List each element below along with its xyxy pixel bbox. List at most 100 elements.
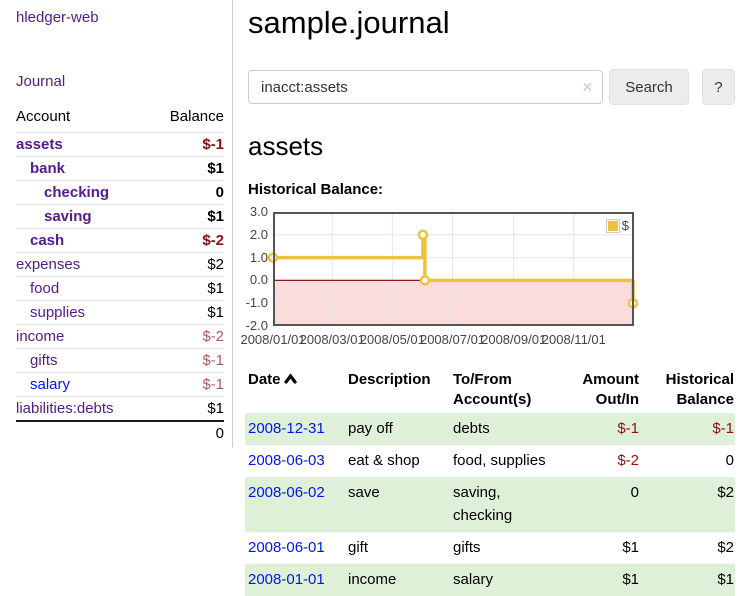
- search-input[interactable]: [248, 70, 604, 104]
- column-header-description[interactable]: Description: [348, 371, 431, 388]
- tofrom-header-line2: Account(s): [453, 391, 532, 408]
- account-name-cell: checking: [16, 180, 150, 205]
- transaction-accounts: debts: [453, 420, 490, 437]
- amount-header-line1: Amount: [582, 371, 639, 388]
- transaction-balance: $2: [717, 484, 734, 501]
- app-brand-link[interactable]: hledger-web: [16, 9, 99, 26]
- account-name-cell: supplies: [16, 300, 150, 325]
- help-button[interactable]: ?: [701, 69, 735, 105]
- account-balance: $-1: [149, 132, 224, 157]
- y-axis-tick-label: 3.0: [249, 204, 268, 219]
- transaction-description: eat & shop: [348, 452, 420, 469]
- account-row: bank $1: [16, 156, 224, 181]
- x-axis-tick-label: 2008/07/01: [419, 332, 486, 347]
- balance-header-line2: Balance: [676, 391, 734, 408]
- transaction-row: 2008-06-02 save saving, checking 0 $2: [245, 477, 735, 532]
- search-box: ✕: [248, 70, 604, 104]
- sidebar-item-journal[interactable]: Journal: [16, 73, 66, 90]
- transaction-accounts: saving, checking: [453, 484, 513, 524]
- transaction-date-link[interactable]: 2008-06-02: [248, 484, 325, 501]
- account-row: saving $1: [16, 204, 224, 229]
- account-name-cell: bank: [16, 156, 150, 181]
- transaction-description: income: [348, 571, 397, 588]
- transaction-date-cell: 2008-12-31: [245, 413, 345, 445]
- search-bar: ✕ Search ?: [248, 69, 735, 105]
- sidebar-account-link[interactable]: salary: [30, 376, 71, 393]
- account-name-cell: gifts: [16, 348, 150, 373]
- transaction-date-link[interactable]: 2008-12-31: [248, 420, 325, 437]
- sidebar-account-link[interactable]: expenses: [16, 256, 81, 273]
- accounts-table-header: Account Balance: [16, 106, 224, 133]
- accounts-total-value: 0: [149, 420, 224, 446]
- sidebar-account-link[interactable]: income: [16, 328, 65, 345]
- chart-plot-area: $: [267, 212, 639, 326]
- transaction-date-link[interactable]: 2008-01-01: [248, 571, 325, 588]
- sidebar-account-link[interactable]: supplies: [30, 304, 86, 321]
- transaction-amount: $-1: [617, 420, 639, 437]
- account-balance: $-1: [149, 348, 224, 373]
- accounts-header-balance: Balance: [169, 108, 224, 125]
- account-name-cell: income: [16, 324, 150, 349]
- account-name-cell: liabilities:debts: [16, 396, 150, 421]
- transactions-table: Date Description To/From Account(s) Amou…: [245, 368, 735, 596]
- account-row: liabilities:debts $1: [16, 396, 224, 421]
- transaction-date-cell: 2008-01-01: [245, 564, 345, 596]
- transaction-balance: $-1: [712, 420, 734, 437]
- account-name-cell: assets: [16, 132, 150, 157]
- account-name-cell: food: [16, 276, 150, 301]
- account-row: supplies $1: [16, 300, 224, 325]
- sidebar-account-link[interactable]: checking: [44, 184, 110, 201]
- account-row: gifts $-1: [16, 348, 224, 373]
- account-row: income $-2: [16, 324, 224, 349]
- sidebar-account-link[interactable]: food: [30, 280, 60, 297]
- transaction-amount: $-2: [617, 452, 639, 469]
- accounts-total-row: 0: [16, 420, 224, 446]
- account-name-cell: cash: [16, 228, 150, 253]
- x-axis-tick-label: 2008/03/01: [299, 332, 365, 347]
- transaction-row: 2008-06-01 gift gifts $1 $2: [245, 532, 735, 564]
- chart-legend: $: [604, 217, 630, 234]
- transaction-balance: 0: [725, 452, 734, 469]
- account-balance: $1: [149, 156, 224, 181]
- account-row: checking 0: [16, 180, 224, 205]
- balance-chart: $ 3.0 2.0 1.0 0.0 -1.0 -2.0 2008/01/01 2008/03/…: [240, 204, 735, 352]
- page-title: sample.journal: [248, 5, 450, 40]
- sidebar-account-link[interactable]: liabilities:debts: [16, 400, 114, 417]
- x-axis-tick-label: 2008/09/01: [481, 332, 547, 347]
- sidebar-account-link[interactable]: saving: [44, 208, 92, 225]
- sidebar-account-link[interactable]: cash: [30, 232, 65, 249]
- y-axis-tick-label: 0.0: [249, 272, 268, 288]
- clear-search-icon[interactable]: ✕: [581, 79, 594, 95]
- column-header-balance[interactable]: Historical Balance: [640, 368, 735, 413]
- sidebar-account-link[interactable]: bank: [30, 160, 66, 177]
- column-header-amount[interactable]: Amount Out/In: [555, 368, 640, 413]
- y-axis-tick-label: -1.0: [245, 295, 268, 311]
- account-row: salary $-1: [16, 372, 224, 397]
- transaction-balance: $2: [717, 539, 734, 556]
- sidebar-account-link[interactable]: assets: [16, 136, 63, 153]
- chart-title: Historical Balance:: [248, 181, 384, 198]
- date-header-label: Date: [248, 371, 281, 388]
- x-axis-tick-label: 2008/01/01: [240, 332, 306, 347]
- transactions-header-row: Date Description To/From Account(s) Amou…: [245, 368, 735, 413]
- transaction-row: 2008-12-31 pay off debts $-1 $-1: [245, 413, 735, 445]
- transaction-row: 2008-06-03 eat & shop food, supplies $-2 0: [245, 445, 735, 477]
- search-button[interactable]: Search: [609, 69, 689, 105]
- transaction-description: pay off: [348, 420, 393, 437]
- account-name-cell: expenses: [16, 252, 150, 277]
- transaction-date-link[interactable]: 2008-06-01: [248, 539, 325, 556]
- transaction-date-link[interactable]: 2008-06-03: [248, 452, 325, 469]
- transaction-balance: $1: [717, 571, 734, 588]
- y-axis-tick-label: 1.0: [249, 249, 268, 265]
- account-balance: $-1: [149, 372, 224, 397]
- column-header-date[interactable]: Date: [245, 368, 345, 413]
- account-balance: $1: [149, 300, 224, 325]
- account-row: assets $-1: [16, 132, 224, 157]
- sort-ascending-icon: [283, 370, 297, 390]
- transaction-date-cell: 2008-06-03: [245, 445, 345, 477]
- column-header-tofrom[interactable]: To/From Account(s): [450, 368, 555, 413]
- legend-swatch-icon: [605, 218, 620, 233]
- account-balance: $1: [149, 204, 224, 229]
- sidebar-account-link[interactable]: gifts: [30, 352, 58, 369]
- amount-header-line2: Out/In: [595, 391, 639, 408]
